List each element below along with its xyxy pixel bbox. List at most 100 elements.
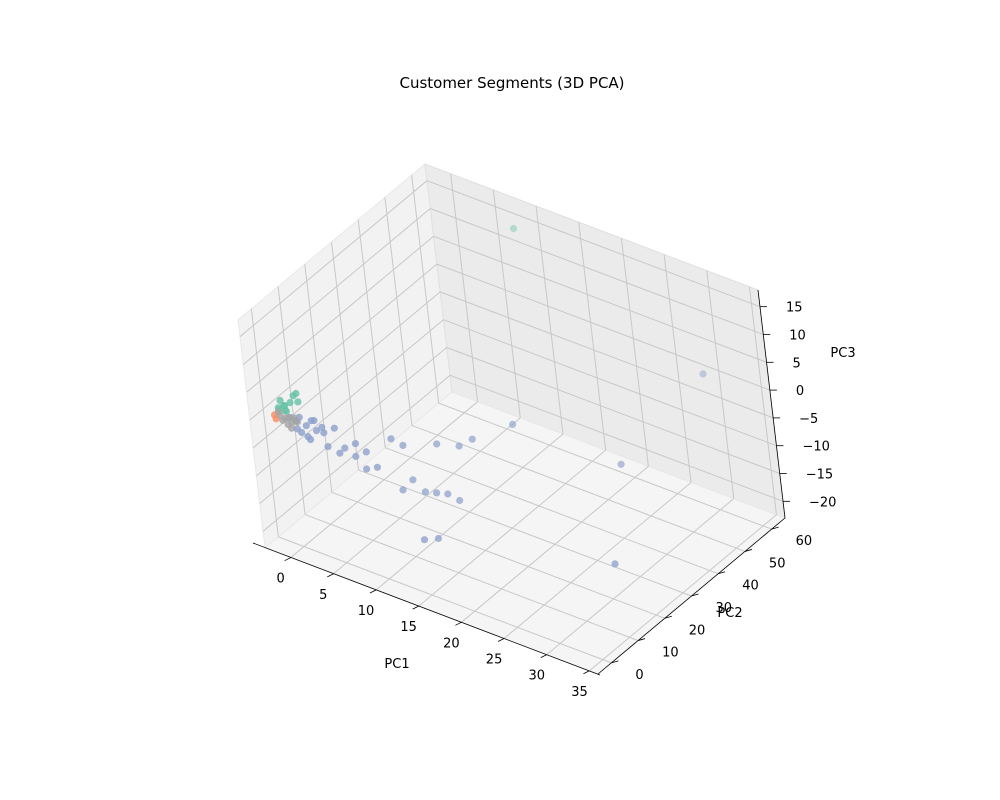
data-point-series-2 bbox=[304, 433, 312, 441]
data-point-series-2 bbox=[456, 496, 464, 505]
z-axis-line bbox=[757, 289, 786, 519]
grid-y-floor bbox=[438, 402, 772, 530]
y-tick-mark bbox=[744, 549, 753, 552]
data-point-series-0 bbox=[276, 396, 284, 404]
y-tick-mark bbox=[718, 571, 726, 575]
data-point-series-2 bbox=[336, 449, 344, 457]
x-tick-mark bbox=[497, 638, 505, 642]
grid-z-xwall bbox=[246, 235, 434, 393]
data-point-series-2 bbox=[351, 440, 359, 448]
grid-z-xwall bbox=[256, 319, 444, 477]
grid-z-ywall bbox=[430, 208, 764, 335]
data-point-series-2 bbox=[341, 444, 349, 452]
data-point-series-2 bbox=[330, 424, 338, 432]
data-point-series-2 bbox=[617, 460, 625, 468]
x-tick-label: 0 bbox=[276, 572, 284, 587]
z-tick-label: 10 bbox=[789, 328, 806, 343]
data-point-series-2 bbox=[387, 435, 395, 443]
y-tick-label: 30 bbox=[716, 601, 733, 616]
x-axis-label: PC1 bbox=[384, 657, 409, 672]
grid-y-floor bbox=[411, 424, 746, 552]
data-point-series-0 bbox=[282, 407, 290, 415]
grid-y-floor bbox=[278, 536, 612, 664]
data-point-series-2 bbox=[508, 420, 517, 428]
y-tick-mark bbox=[664, 615, 672, 619]
data-point-series-0 bbox=[294, 398, 302, 406]
x-tick-mark bbox=[327, 573, 334, 578]
data-point-series-0 bbox=[289, 392, 297, 400]
y-tick-label: 0 bbox=[635, 668, 643, 683]
grid-z-ywall bbox=[426, 180, 761, 308]
grid-y-wall bbox=[411, 175, 440, 404]
data-point-series-2 bbox=[434, 534, 442, 543]
grid-z-xwall bbox=[249, 263, 438, 421]
data-point-series-2 bbox=[352, 452, 360, 460]
data-point-series-2 bbox=[433, 489, 441, 497]
grid-x-wall bbox=[492, 189, 521, 418]
x-tick-label: 15 bbox=[400, 620, 417, 635]
x-tick-label: 30 bbox=[528, 669, 545, 684]
x-tick-label: 5 bbox=[319, 588, 327, 603]
x-tick-label: 20 bbox=[443, 636, 460, 651]
x-axis-line bbox=[252, 542, 601, 676]
data-point-series-2 bbox=[363, 465, 371, 473]
grid-z-ywall bbox=[439, 291, 774, 419]
x-tick-mark bbox=[412, 605, 419, 610]
data-point-series-2 bbox=[468, 435, 476, 443]
grid-x-wall bbox=[450, 173, 479, 402]
data-point-series-3 bbox=[293, 418, 301, 426]
z-tick-label: 5 bbox=[793, 356, 801, 371]
z-tick-label: −15 bbox=[806, 468, 833, 483]
grid-y-wall bbox=[304, 264, 333, 493]
grid-y-wall bbox=[250, 308, 279, 537]
data-point-series-2 bbox=[409, 476, 417, 484]
grid-x-wall bbox=[748, 286, 777, 515]
y-tick-label: 40 bbox=[742, 579, 759, 594]
grid-y-floor bbox=[385, 447, 719, 575]
data-points bbox=[271, 224, 707, 568]
grid-z-ywall bbox=[436, 263, 771, 391]
y-tick-label: 60 bbox=[796, 534, 813, 549]
grid-y-floor bbox=[331, 491, 665, 619]
y-axis-label: PC2 bbox=[717, 606, 742, 621]
grid-z-ywall bbox=[443, 319, 777, 447]
data-point-series-2 bbox=[420, 536, 429, 544]
grid-y-floor bbox=[358, 469, 692, 597]
data-point-series-2 bbox=[320, 429, 328, 437]
y-tick-mark bbox=[771, 526, 779, 530]
x-tick-mark bbox=[284, 557, 291, 562]
x-tick-mark bbox=[369, 589, 377, 594]
z-tick-label: −10 bbox=[802, 440, 829, 455]
x-tick-mark bbox=[455, 621, 462, 626]
data-point-series-2 bbox=[421, 488, 429, 496]
x-tick-mark bbox=[583, 670, 590, 675]
grid-z-xwall bbox=[242, 208, 431, 365]
y-tick-label: 10 bbox=[662, 646, 679, 661]
x-tick-label: 25 bbox=[486, 652, 503, 667]
z-tick-label: −5 bbox=[799, 412, 818, 427]
grid-z-ywall bbox=[433, 235, 767, 363]
data-point-series-0 bbox=[286, 399, 294, 407]
y-tick-mark bbox=[637, 638, 646, 641]
data-point-series-2 bbox=[324, 443, 332, 451]
data-point-series-2 bbox=[699, 370, 707, 378]
data-point-series-2 bbox=[318, 423, 326, 431]
data-point-series-2 bbox=[362, 448, 370, 456]
x-tick-mark bbox=[540, 654, 547, 658]
data-point-series-2 bbox=[312, 427, 321, 435]
x-tick-label: 10 bbox=[358, 604, 375, 619]
data-point-series-2 bbox=[399, 441, 407, 449]
data-point-series-2 bbox=[310, 417, 318, 425]
z-tick-label: 0 bbox=[796, 384, 804, 399]
y-tick-label: 20 bbox=[689, 623, 706, 638]
grid-x-wall bbox=[706, 270, 735, 499]
data-point-series-2 bbox=[293, 425, 301, 433]
data-point-series-0 bbox=[281, 402, 289, 410]
y-tick-mark bbox=[691, 593, 699, 597]
data-point-series-2 bbox=[433, 440, 441, 448]
z-axis-label: PC3 bbox=[830, 346, 855, 361]
z-tick-label: 15 bbox=[786, 301, 803, 316]
grid-lines bbox=[239, 173, 784, 672]
